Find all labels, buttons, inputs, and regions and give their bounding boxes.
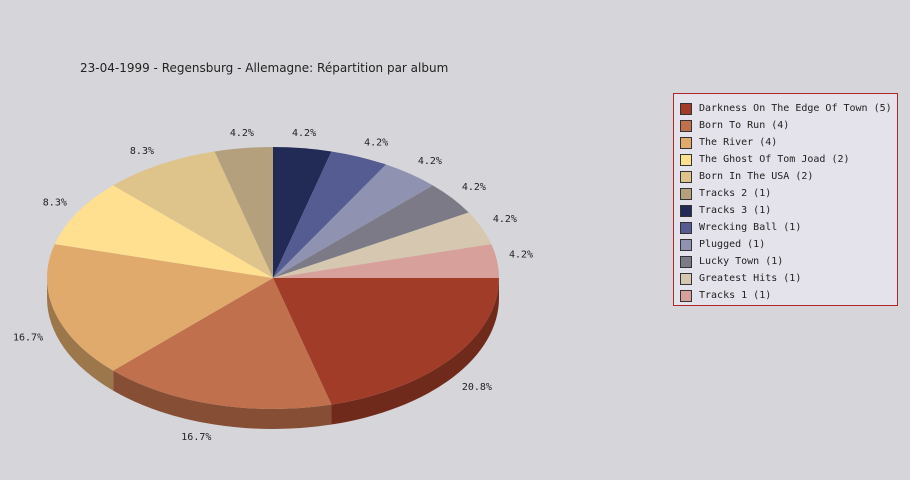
pie-slice	[273, 278, 499, 405]
legend-swatch	[680, 255, 692, 268]
legend-label: Tracks 3 (1)	[699, 205, 772, 216]
pie-slice	[214, 146, 273, 278]
pie-slice-side	[113, 370, 332, 430]
legend-swatch	[680, 238, 692, 251]
slice-percent-label: 8.3%	[130, 146, 154, 157]
legend-item: Born In The USA (2)	[680, 168, 897, 185]
slice-percent-label: 20.8%	[462, 382, 492, 393]
legend-label: Tracks 1 (1)	[699, 290, 772, 301]
slice-percent-label: 8.3%	[43, 198, 67, 209]
legend-label: Darkness On The Edge Of Town (5)	[699, 103, 892, 114]
legend-item: The River (4)	[680, 134, 897, 151]
legend-label: Greatest Hits (1)	[699, 273, 802, 284]
pie-slice	[273, 146, 332, 278]
slice-percent-label: 4.2%	[292, 128, 316, 139]
slice-percent-label: 16.7%	[181, 432, 211, 443]
pie-side-walls	[46, 278, 499, 430]
legend-label: The Ghost Of Tom Joad (2)	[699, 154, 850, 165]
slice-percent-label: 4.2%	[462, 182, 486, 193]
legend-label: Born In The USA (2)	[699, 171, 814, 182]
legend-swatch	[680, 272, 692, 285]
pie-slice	[113, 278, 332, 410]
legend-swatch	[680, 153, 692, 166]
slice-percent-label: 4.2%	[509, 250, 533, 261]
legend-item: Greatest Hits (1)	[680, 270, 897, 287]
legend-item: Tracks 2 (1)	[680, 185, 897, 202]
legend-swatch	[680, 204, 692, 217]
legend-label: The River (4)	[699, 137, 778, 148]
legend-item: The Ghost Of Tom Joad (2)	[680, 151, 897, 168]
legend-label: Tracks 2 (1)	[699, 188, 772, 199]
legend-item: Lucky Town (1)	[680, 253, 897, 270]
legend-item: Darkness On The Edge Of Town (5)	[680, 100, 897, 117]
slice-percent-label: 4.2%	[418, 156, 442, 167]
legend-label: Wrecking Ball (1)	[699, 222, 802, 233]
legend-item: Plugged (1)	[680, 236, 897, 253]
legend-swatch	[680, 119, 692, 132]
legend-item: Born To Run (4)	[680, 117, 897, 134]
pie-slice	[113, 151, 273, 278]
slice-percent-label: 4.2%	[364, 138, 388, 149]
slice-percent-label: 16.7%	[13, 332, 43, 343]
legend-label: Plugged (1)	[699, 239, 766, 250]
pie-slice	[54, 185, 274, 278]
legend: Darkness On The Edge Of Town (5) Born To …	[673, 93, 898, 306]
legend-label: Lucky Town (1)	[699, 256, 784, 267]
legend-item: Tracks 1 (1)	[680, 287, 897, 304]
legend-item: Wrecking Ball (1)	[680, 219, 897, 236]
pie-slice	[46, 244, 273, 371]
legend-swatch	[680, 136, 692, 149]
slice-percent-label: 4.2%	[230, 128, 254, 139]
pie-slice-side	[331, 278, 499, 425]
legend-swatch	[680, 221, 692, 234]
pie-slice	[273, 164, 433, 278]
pie-slice	[273, 212, 492, 278]
legend-item: Tracks 3 (1)	[680, 202, 897, 219]
legend-swatch	[680, 289, 692, 302]
chart-title: 23-04-1999 - Regensburg - Allemagne: Rép…	[80, 61, 449, 75]
pie-slice	[273, 185, 469, 278]
legend-label: Born To Run (4)	[699, 120, 790, 131]
legend-swatch	[680, 170, 692, 183]
slice-percent-label: 4.2%	[493, 214, 517, 225]
legend-swatch	[680, 102, 692, 115]
pie-slice	[273, 244, 499, 278]
pie-slice-side	[46, 278, 114, 391]
pie-slice	[273, 151, 386, 278]
legend-swatch	[680, 187, 692, 200]
